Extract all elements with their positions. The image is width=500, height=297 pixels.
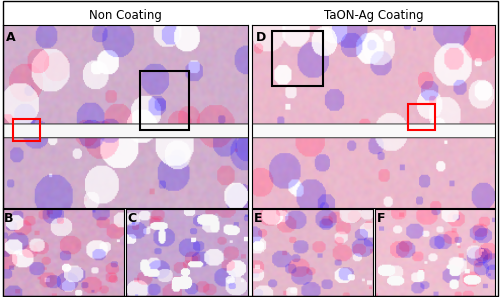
Text: B: B bbox=[4, 212, 14, 225]
Text: A: A bbox=[6, 31, 16, 44]
Text: C: C bbox=[128, 212, 137, 225]
Text: Non Coating: Non Coating bbox=[88, 9, 162, 22]
Text: TaON-Ag Coating: TaON-Ag Coating bbox=[324, 9, 424, 22]
Text: D: D bbox=[256, 31, 266, 44]
Text: F: F bbox=[376, 212, 385, 225]
Text: E: E bbox=[254, 212, 263, 225]
